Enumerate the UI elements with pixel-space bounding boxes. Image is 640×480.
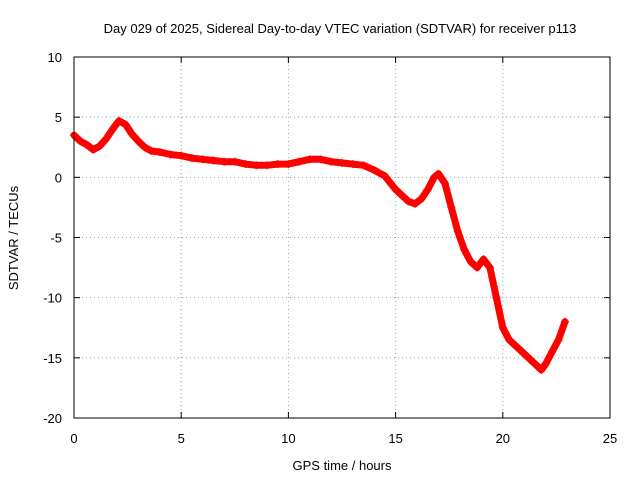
data-point xyxy=(473,263,482,272)
y-axis-label: SDTVAR / TECUs xyxy=(6,185,21,290)
x-tick-label: 10 xyxy=(281,431,295,446)
data-point xyxy=(134,137,143,146)
data-point xyxy=(262,161,271,170)
data-point xyxy=(524,353,533,362)
y-tick-label: -10 xyxy=(43,291,62,306)
data-point xyxy=(560,317,569,326)
data-point xyxy=(76,137,85,146)
data-point xyxy=(460,245,469,254)
data-point xyxy=(115,116,124,125)
data-point xyxy=(121,120,130,129)
data-series xyxy=(70,116,569,374)
data-point xyxy=(95,142,104,151)
data-point xyxy=(430,173,439,182)
data-point xyxy=(391,185,400,194)
data-point xyxy=(541,359,550,368)
data-point xyxy=(140,143,149,152)
data-point xyxy=(102,134,111,143)
data-point xyxy=(166,150,175,159)
data-point xyxy=(423,185,432,194)
data-point xyxy=(348,160,357,169)
data-point xyxy=(127,130,136,139)
data-point xyxy=(82,140,91,149)
x-tick-label: 5 xyxy=(178,431,185,446)
data-point xyxy=(530,359,539,368)
data-point xyxy=(284,160,293,169)
data-point xyxy=(404,197,413,206)
series-band xyxy=(70,117,569,374)
x-axis-label: GPS time / hours xyxy=(293,458,392,473)
y-tick-label: 10 xyxy=(48,50,62,65)
grid xyxy=(74,57,610,418)
data-point xyxy=(466,257,475,266)
data-point xyxy=(492,293,501,302)
y-tick-labels: 10 5 0 -5 -10 -15 -20 xyxy=(43,50,62,426)
x-tick-label: 0 xyxy=(70,431,77,446)
data-point xyxy=(338,158,346,167)
data-point xyxy=(187,154,196,163)
data-point xyxy=(554,335,563,344)
data-point xyxy=(209,156,218,165)
data-point xyxy=(498,323,507,332)
data-point xyxy=(273,160,282,169)
data-point xyxy=(548,347,557,356)
x-tick-label: 15 xyxy=(388,431,402,446)
chart-title: Day 029 of 2025, Sidereal Day-to-day VTE… xyxy=(104,21,577,36)
data-point xyxy=(505,335,514,344)
x-tick-label: 20 xyxy=(496,431,510,446)
data-point xyxy=(230,157,239,166)
data-point xyxy=(511,341,520,350)
data-point xyxy=(537,365,546,374)
data-point xyxy=(155,148,164,157)
data-point xyxy=(305,155,314,164)
x-tick-label: 25 xyxy=(603,431,617,446)
data-point xyxy=(370,166,379,175)
axis-ticks xyxy=(73,56,611,419)
data-point xyxy=(89,145,98,154)
data-point xyxy=(316,155,325,164)
y-tick-label: 5 xyxy=(55,110,62,125)
data-point xyxy=(518,347,527,356)
data-point xyxy=(479,255,488,264)
data-point xyxy=(147,146,156,155)
data-point xyxy=(453,227,462,236)
x-tick-labels: 0 5 10 15 20 25 xyxy=(70,431,617,446)
data-point xyxy=(241,160,250,169)
data-point xyxy=(327,157,336,166)
data-point xyxy=(485,263,494,272)
data-point xyxy=(417,194,426,203)
data-point xyxy=(447,203,456,212)
data-point xyxy=(380,172,389,181)
y-tick-label: -5 xyxy=(50,231,62,246)
data-point xyxy=(398,191,407,200)
data-point xyxy=(410,199,419,208)
y-tick-label: -20 xyxy=(43,411,62,426)
y-tick-label: -15 xyxy=(43,351,62,366)
y-tick-label: 0 xyxy=(55,170,62,185)
data-point xyxy=(177,151,186,160)
data-point xyxy=(252,161,261,170)
data-point xyxy=(108,125,117,134)
data-point xyxy=(220,157,229,166)
data-point xyxy=(359,161,368,170)
data-point xyxy=(198,155,207,164)
data-point xyxy=(440,179,449,188)
data-point xyxy=(295,157,304,166)
data-point xyxy=(434,169,443,178)
